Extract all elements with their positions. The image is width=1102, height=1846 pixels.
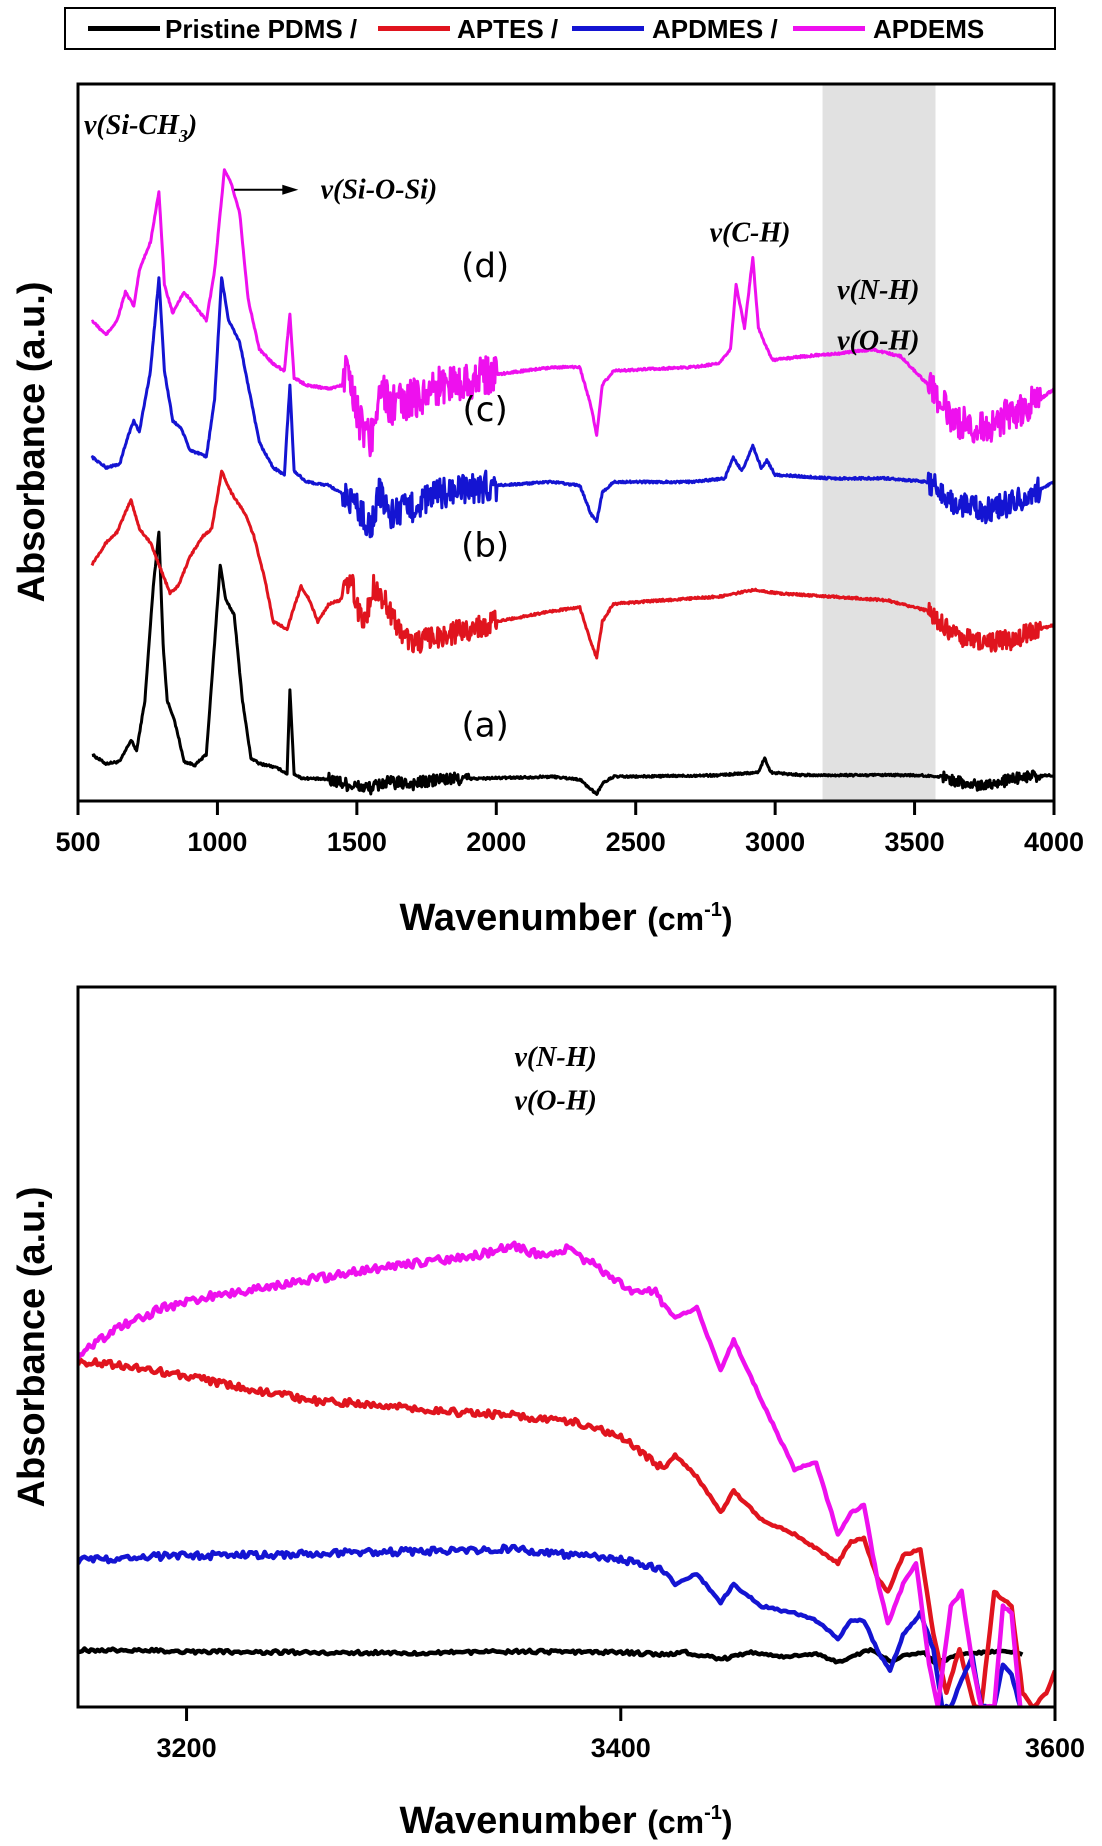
plot-frame [76,82,1056,803]
legend-label-apdmes: APDMES / [652,14,778,44]
x-axis-title-close: ) [722,1804,733,1840]
x-tick-label-1500: 1500 [327,827,387,857]
y-axis-title: Absorbance (a.u.) [11,282,53,603]
full-spectrum-plot: 500 1000 1500 2000 2500 3000 3500 4000 v(Si-CH3… [11,82,1084,939]
legend: Pristine PDMS / APTES / APDMES / APDEMS [64,7,1056,50]
series-line-aptes [78,1357,1055,1707]
series-line-pristine-pdms [78,1646,1024,1666]
annotation-v-o-h: v(O-H) [837,325,919,356]
legend-label-apdems: APDEMS [873,14,984,44]
curve-labels: (d) (c) (b) (a) [461,247,509,746]
series-line-apdmes [78,1543,1023,1707]
curve-label-d: (d) [461,247,509,287]
curve-label-a: (a) [461,705,508,745]
x-axis-ticks: 500 1000 1500 2000 2500 3000 3500 4000 [55,801,1084,857]
annotation-v-n-h: v(N-H) [514,1042,596,1073]
curve-label-b: (b) [461,526,509,566]
x-tick-label-3400: 3400 [591,1733,651,1763]
annotations: v(Si-CH3) v(Si-O-Si) v(C-H) v(N-H) v(O-H) [84,110,920,356]
plot-frame [76,985,1057,1709]
x-axis-title-close: ) [722,901,733,937]
legend-label-pristine-pdms: Pristine PDMS / [165,14,357,44]
x-axis-title-sup: -1 [704,1802,722,1824]
legend-box [64,7,1056,50]
curve-label-c: (c) [463,390,508,430]
y-axis-title: Absorbance (a.u.) [11,1187,53,1508]
x-tick-label-1000: 1000 [187,827,247,857]
x-axis-title-main: Wavenumber [399,1800,647,1842]
x-tick-label-3200: 3200 [157,1733,217,1763]
x-axis-title-main: Wavenumber [399,897,647,939]
full-spectrum-series [90,168,1056,796]
zoomed-spectrum-series [78,1240,1055,1707]
series-line-apdems [90,168,1056,458]
x-tick-label-3000: 3000 [745,827,805,857]
nh-oh-highlight-band [822,84,936,801]
annotation-v-si-ch: v(Si-CH3) [84,110,197,146]
x-axis-title: Wavenumber (cm-1) [399,1800,732,1842]
x-tick-label-500: 500 [55,827,100,857]
series-line-aptes [90,469,1056,660]
x-axis-ticks: 3200 3400 3600 [157,1707,1085,1763]
annotation-v-n-h: v(N-H) [837,275,919,306]
arrow-head-icon [282,184,299,195]
x-axis-title-sup: -1 [704,899,722,921]
x-tick-label-2500: 2500 [606,827,666,857]
zoomed-spectrum-plot: 3200 3400 3600 v(N-H) v(O-H) Absorbance (a.… [11,985,1085,1842]
legend-label-aptes: APTES / [457,14,558,44]
x-tick-label-3500: 3500 [885,827,945,857]
annotation-v-o-h: v(O-H) [514,1085,596,1116]
x-axis-title-unit: (cm [647,1804,704,1840]
series-line-apdems [78,1240,1023,1707]
x-axis-title: Wavenumber (cm-1) [399,897,732,939]
annotation-v-c-h: v(C-H) [710,218,791,249]
annotations: v(N-H) v(O-H) [514,1042,596,1116]
x-tick-label-2000: 2000 [466,827,526,857]
series-line-apdmes [90,276,1055,539]
x-axis-title-unit: (cm [647,901,704,937]
x-tick-label-4000: 4000 [1024,827,1084,857]
annotation-v-si-o-si: v(Si-O-Si) [321,175,438,206]
series-line-pristine-pdms [91,530,1055,796]
x-tick-label-3600: 3600 [1025,1733,1085,1763]
